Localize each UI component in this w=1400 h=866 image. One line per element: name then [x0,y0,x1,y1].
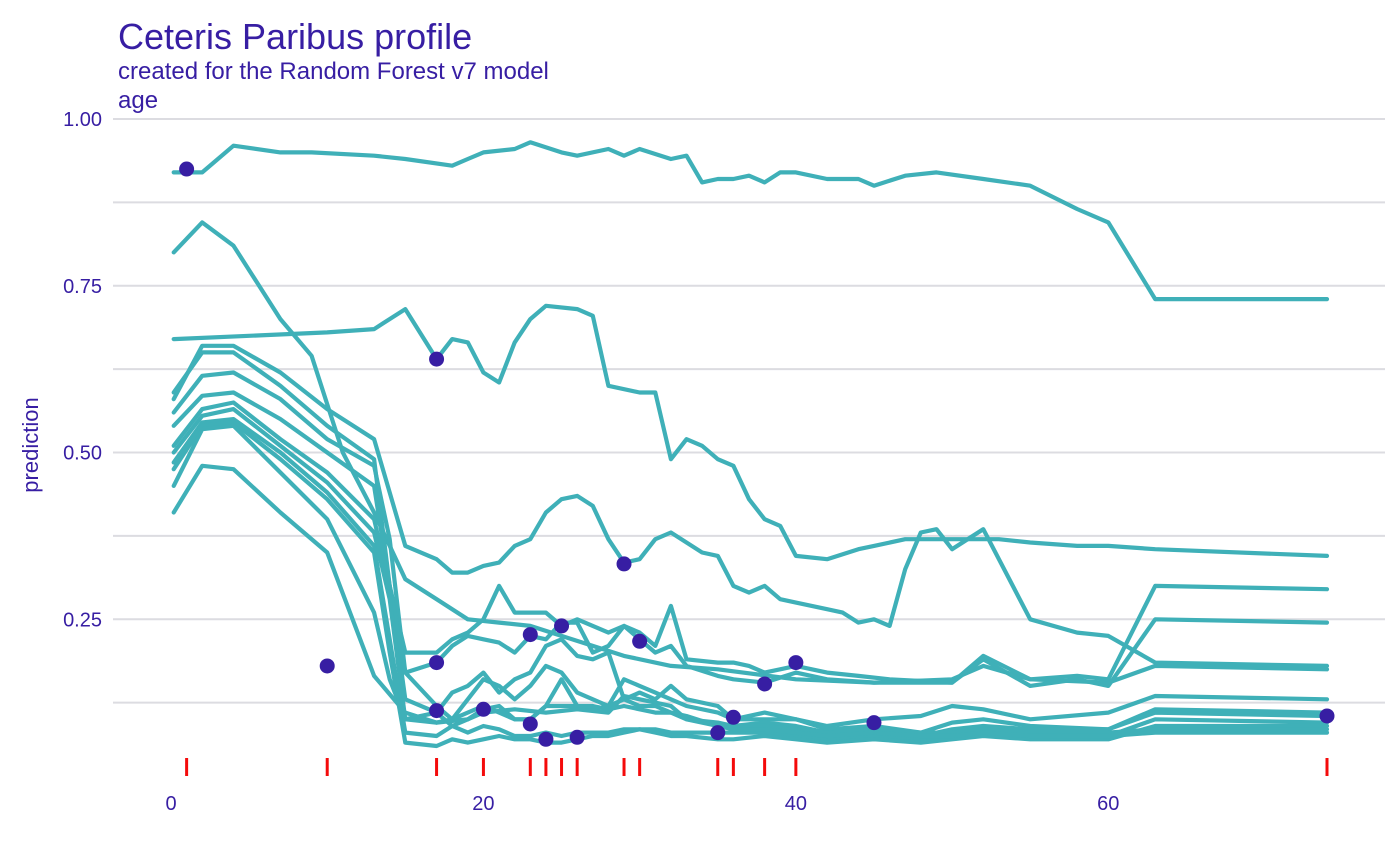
observation-point [632,633,648,649]
observation-point [710,725,726,741]
observation-point [429,351,445,367]
y-tick-label: 0.25 [63,609,102,631]
facet-label: age [118,87,158,114]
x-axis-ticks: 0 20 40 60 [165,793,1119,815]
observation-point [179,161,195,177]
observation-point [522,716,538,732]
profile-line-1 [171,140,1330,302]
observation-point [757,676,773,692]
observation-point [866,715,882,731]
x-tick-label: 40 [785,793,807,815]
rug-marks [185,758,1329,776]
observation-point [725,709,741,725]
observation-point [788,655,804,671]
observation-point [475,701,491,717]
observation-point [1319,708,1335,724]
y-tick-label: 0.75 [63,276,102,298]
profile-line-12 [171,423,1330,735]
chart-subtitle: created for the Random Forest v7 model [118,58,549,85]
profile-lines [171,140,1330,749]
observation-point [569,729,585,745]
x-tick-label: 60 [1097,793,1119,815]
observation-point [554,618,570,634]
x-tick-label: 20 [472,793,494,815]
observation-point [522,627,538,643]
observation-points [179,161,1335,747]
y-tick-label: 1.00 [63,109,102,131]
y-axis-label: prediction [18,397,43,492]
observation-point [429,703,445,719]
profile-line-4 [171,343,1330,669]
chart-title: Ceteris Paribus profile [118,16,472,57]
profile-line-2 [171,220,1330,685]
profile-line-6 [171,370,1330,689]
y-tick-label: 0.50 [63,443,102,465]
profile-line-10 [171,417,1330,742]
observation-point [616,556,632,572]
gridlines [113,118,1385,704]
observation-point [538,731,554,747]
profile-line-13 [171,463,1330,739]
profile-line-11 [171,420,1330,749]
x-tick-label: 0 [165,793,176,815]
y-axis-ticks: 0.25 0.50 0.75 1.00 [63,109,102,631]
observation-point [429,655,445,671]
observation-point [319,658,335,674]
